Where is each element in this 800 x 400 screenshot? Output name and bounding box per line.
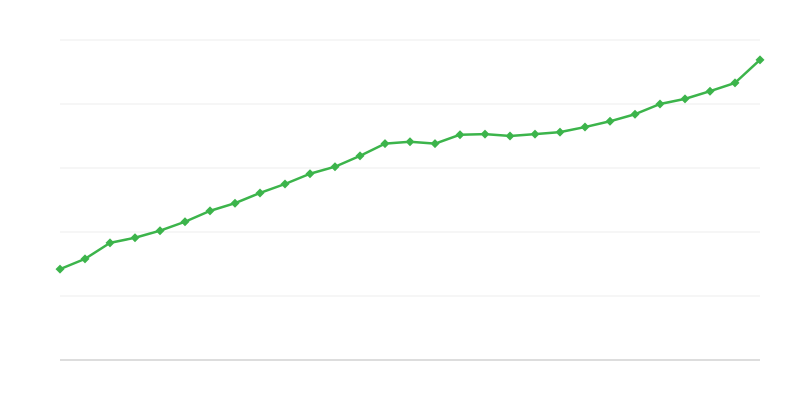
data-point bbox=[480, 129, 490, 139]
data-point bbox=[530, 129, 540, 139]
data-point bbox=[680, 94, 690, 104]
data-point bbox=[155, 226, 165, 236]
data-point bbox=[730, 78, 740, 88]
data-point bbox=[755, 55, 765, 65]
data-point bbox=[455, 130, 465, 140]
data-point bbox=[130, 233, 140, 243]
data-point bbox=[180, 217, 190, 227]
data-point bbox=[705, 86, 715, 96]
data-point bbox=[80, 254, 90, 264]
data-point bbox=[430, 139, 440, 149]
data-point bbox=[605, 116, 615, 126]
data-point bbox=[505, 131, 515, 141]
data-point bbox=[655, 99, 665, 109]
data-point bbox=[405, 137, 415, 147]
data-point bbox=[255, 188, 265, 198]
data-point bbox=[205, 206, 215, 216]
data-point bbox=[305, 169, 315, 179]
line-series bbox=[59, 58, 761, 271]
data-point bbox=[580, 122, 590, 132]
data-point bbox=[105, 238, 115, 248]
data-point bbox=[330, 162, 340, 172]
data-point bbox=[380, 139, 390, 149]
data-point bbox=[230, 198, 240, 208]
data-point bbox=[55, 264, 65, 274]
data-point bbox=[355, 151, 365, 161]
data-point bbox=[280, 179, 290, 189]
data-point bbox=[555, 127, 565, 137]
data-point bbox=[630, 109, 640, 119]
